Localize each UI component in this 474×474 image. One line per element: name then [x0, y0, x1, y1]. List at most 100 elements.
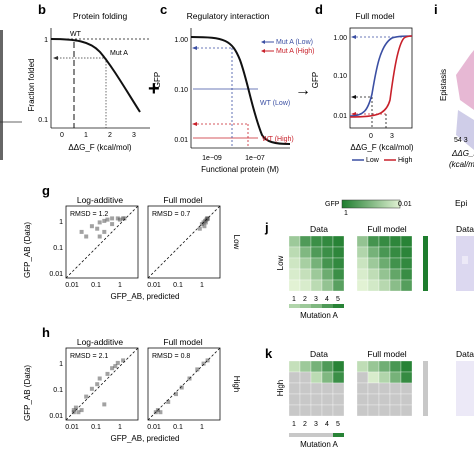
- panel-h-log-additive-point-11: [110, 366, 115, 371]
- panel-h-log-additive-point-13: [121, 358, 126, 363]
- panel-d-top-arrow: [351, 35, 356, 39]
- panel-j-col-2: 2: [303, 296, 307, 303]
- panel-j-col-strip: [289, 304, 344, 308]
- panel-j-data-cell-r2-c3: [310, 246, 323, 259]
- panel-g-ytick-001: 0.01: [49, 271, 63, 278]
- panel-d-legend-high: High: [398, 157, 413, 164]
- panel-k-heatmap-data: [288, 360, 345, 417]
- panel-k-row-label: High: [276, 380, 285, 396]
- gfp-colorbar-gradient: [341, 199, 401, 209]
- panel-d-ylabel: GFP: [311, 72, 320, 88]
- panel-k-data-cell-r3-c3: [310, 382, 323, 395]
- panel-j-row-label: Low: [276, 255, 285, 270]
- panel-j-data-cell-r3-c3: [310, 257, 323, 270]
- panel-d-curve-low: [349, 35, 413, 117]
- panel-k-model-cell-r4-c4: [389, 393, 402, 406]
- panel-j-model-cell-r4-c1: [356, 268, 369, 281]
- panel-k-data-cell-r5-c5: [332, 404, 345, 417]
- panel-k-data-cell-r1-c4: [321, 360, 334, 373]
- panel-j-model-cell-r2-c1: [356, 246, 369, 259]
- panel-k-col-2: 2: [303, 421, 307, 428]
- panel-h-xtick-1-b: 1: [200, 424, 204, 431]
- panel-k-model-cell-r1-c4: [389, 360, 402, 373]
- panel-h-log-additive-point-12: [115, 360, 120, 365]
- panel-c-xtick-1e-9: 1e−09: [202, 155, 222, 162]
- panel-k-model-cell-r5-c2: [367, 404, 380, 417]
- panel-k-data-cell-r2-c4: [321, 371, 334, 384]
- panel-j-model-cell-r3-c1: [356, 257, 369, 270]
- panel-k-model-cell-r2-c2: [367, 371, 380, 384]
- panel-g-log-additive-point-15: [122, 216, 127, 221]
- panel-g-log-additive-point-3: [89, 224, 94, 229]
- panel-h-xtick-001-b: 0.01: [147, 424, 161, 431]
- panel-c-muta-low-arrow: [192, 46, 197, 50]
- panel-c-ytick-01: 0.10: [174, 87, 188, 94]
- panel-g-log-additive-point-5: [97, 220, 102, 225]
- gfp-colorbar-low: 1: [344, 210, 348, 217]
- panel-b-wt-label: WT: [70, 31, 82, 38]
- panel-k-strip-cell-3: [311, 433, 322, 437]
- panel-j-data-cell-r2-c2: [299, 246, 312, 259]
- panel-b-xtick-1: 1: [84, 132, 88, 139]
- panel-g-log-additive-point-8: [110, 216, 115, 221]
- panel-h-diagonal-2: [147, 347, 221, 421]
- panel-b-xtick-2: 2: [108, 132, 112, 139]
- panel-j-model-cell-r2-c2: [367, 246, 380, 259]
- panel-g-log-additive-point-2: [84, 234, 89, 239]
- panel-j-data-cell-r1-c5: [332, 235, 345, 248]
- panel-j-data-cell-r1-c2: [299, 235, 312, 248]
- panel-i-xlabel-2: (kcal/m: [449, 160, 474, 169]
- panel-g-frame-1: [65, 205, 139, 279]
- panel-g-rmsd-1: RMSD = 1.2: [70, 211, 108, 218]
- panel-h-rmsd-1: RMSD = 2.1: [70, 353, 108, 360]
- panel-d-ytick-01: 0.10: [333, 73, 347, 80]
- panel-g-xtick-01-b: 0.1: [173, 282, 183, 289]
- panel-i-ylabel: Epistasis: [439, 69, 448, 101]
- panel-g-scatter-2: [197, 216, 210, 231]
- panel-h-log-additive-point-4: [76, 410, 81, 415]
- panel-h-xtick-1-a: 1: [118, 424, 122, 431]
- panel-h: h GFP_AB (Data) Log-additive Full model …: [23, 325, 241, 443]
- panel-j-model-cell-r4-c4: [389, 268, 402, 281]
- panel-j-model-cell-r3-c2: [367, 257, 380, 270]
- panel-k-model-cell-r1-c5: [400, 360, 413, 373]
- panel-j-data-cell-r5-c4: [321, 279, 334, 292]
- panel-k-model-cell-r3-c4: [389, 382, 402, 395]
- panel-b-ytick-0-1: 0.1: [38, 117, 48, 124]
- panel-c-ytick-1: 1.00: [174, 37, 188, 44]
- panel-j-model-cell-r2-c3: [378, 246, 391, 259]
- panel-c-legend-low: Mut A (Low): [276, 39, 313, 46]
- panel-k-col-3: 3: [314, 421, 318, 428]
- panel-j-strip-cell-3: [311, 304, 322, 308]
- panel-g-log-additive-point-12: [102, 229, 107, 234]
- panel-k-data-cell-r1-c1: [288, 360, 301, 373]
- panel-k-data-cell-r4-c3: [310, 393, 323, 406]
- panel-j-data-cell-r4-c3: [310, 268, 323, 281]
- panel-h-ytick-1: 1: [59, 361, 63, 368]
- panel-j-title-epi: Epi: [455, 198, 467, 208]
- panel-g-xtick-001-a: 0.01: [65, 282, 79, 289]
- panel-g-log-additive-point-14: [117, 217, 122, 222]
- panel-k-model-cell-r2-c5: [400, 371, 413, 384]
- panel-h-log-additive-point-10: [105, 371, 110, 376]
- panel-j-model-cell-r4-c3: [378, 268, 391, 281]
- panel-j-data-cell-r4-c1: [288, 268, 301, 281]
- panel-k-title-data-2: Data: [456, 349, 474, 359]
- panel-h-full-model-point-5: [174, 392, 178, 397]
- panel-g-title-1: Log-additive: [77, 195, 124, 205]
- panel-k-model-cell-r2-c1: [356, 371, 369, 384]
- panel-k-data-cell-r1-c3: [310, 360, 323, 373]
- panel-g-full-model-point-8: [202, 224, 207, 229]
- panel-k-data-cell-r4-c2: [299, 393, 312, 406]
- panel-j: j Data Full model Data Low 1 2 3 4 5 Mut…: [264, 220, 474, 320]
- panel-g-side-label: Low: [232, 235, 241, 250]
- panel-j-model-cell-r3-c5: [400, 257, 413, 270]
- panel-j-data-cell-r2-c4: [321, 246, 334, 259]
- panel-letter-j: j: [264, 220, 269, 235]
- panel-k-model-cell-r1-c2: [367, 360, 380, 373]
- panel-g-full-model-point-10: [205, 216, 210, 221]
- panel-h-full-model-point-9: [201, 361, 206, 366]
- panel-j-data-cell-r5-c1: [288, 279, 301, 292]
- panel-letter-c: c: [160, 2, 167, 17]
